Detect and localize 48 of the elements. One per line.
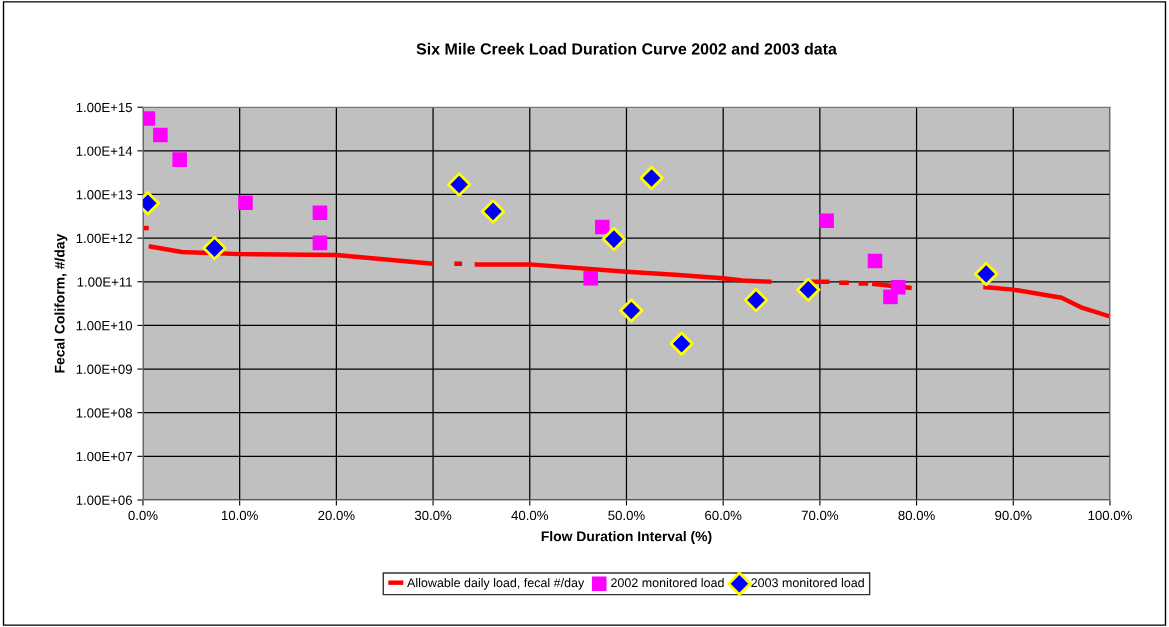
point xyxy=(595,219,610,235)
point xyxy=(142,111,156,126)
point xyxy=(639,165,664,191)
point xyxy=(819,213,834,229)
legend-label: 2002 monitored load xyxy=(611,577,724,588)
y-tick-label: 1.00E+11 xyxy=(77,277,132,287)
y-tick-label: 1.00E+08 xyxy=(76,408,132,418)
x-tick-label: 10.0% xyxy=(221,510,258,521)
x-tick-label: 100.0% xyxy=(1088,510,1132,521)
x-tick-label: 90.0% xyxy=(995,510,1032,521)
y-tick-label: 1.00E+13 xyxy=(76,190,132,200)
y-tick-label: 1.00E+09 xyxy=(76,364,132,374)
point xyxy=(238,195,253,210)
point xyxy=(312,205,328,221)
point xyxy=(583,271,598,286)
point xyxy=(480,199,506,224)
chart-title: Six Mile Creek Load Duration Curve 2002 and 2003 data xyxy=(416,42,837,55)
y-axis-title: Fecal Coliform, #/day xyxy=(54,233,68,373)
x-tick-label: 0.0% xyxy=(128,510,158,521)
point xyxy=(312,235,328,251)
point xyxy=(447,172,472,197)
point xyxy=(202,235,227,261)
point xyxy=(883,289,898,305)
x-axis-title: Flow Duration Interval (%) xyxy=(541,531,712,544)
x-tick-label: 30.0% xyxy=(414,510,452,521)
y-tick-label: 1.00E+07 xyxy=(76,451,132,462)
point xyxy=(601,226,627,252)
y-tick-label: 1.00E+14 xyxy=(76,146,133,156)
x-tick-label: 70.0% xyxy=(801,510,839,521)
point xyxy=(153,127,168,143)
x-tick-label: 20.0% xyxy=(318,510,355,521)
point xyxy=(796,277,821,302)
point xyxy=(619,298,644,323)
y-tick-label: 1.00E+15 xyxy=(76,102,132,113)
point xyxy=(172,152,187,167)
y-tick-label: 1.00E+10 xyxy=(76,320,133,331)
legend-label: Allowable daily load, fecal #/day xyxy=(407,577,585,590)
point xyxy=(974,261,999,287)
point xyxy=(669,331,694,356)
point xyxy=(867,253,883,269)
x-tick-label: 80.0% xyxy=(898,510,935,521)
y-tick-label: 1.00E+12 xyxy=(76,233,132,244)
x-tick-label: 50.0% xyxy=(608,510,645,521)
legend-label: 2003 monitored load xyxy=(751,577,864,588)
x-tick-label: 60.0% xyxy=(705,510,742,521)
y-tick-label: 1.00E+06 xyxy=(76,495,132,505)
point xyxy=(743,287,769,313)
x-tick-label: 40.0% xyxy=(511,510,549,521)
